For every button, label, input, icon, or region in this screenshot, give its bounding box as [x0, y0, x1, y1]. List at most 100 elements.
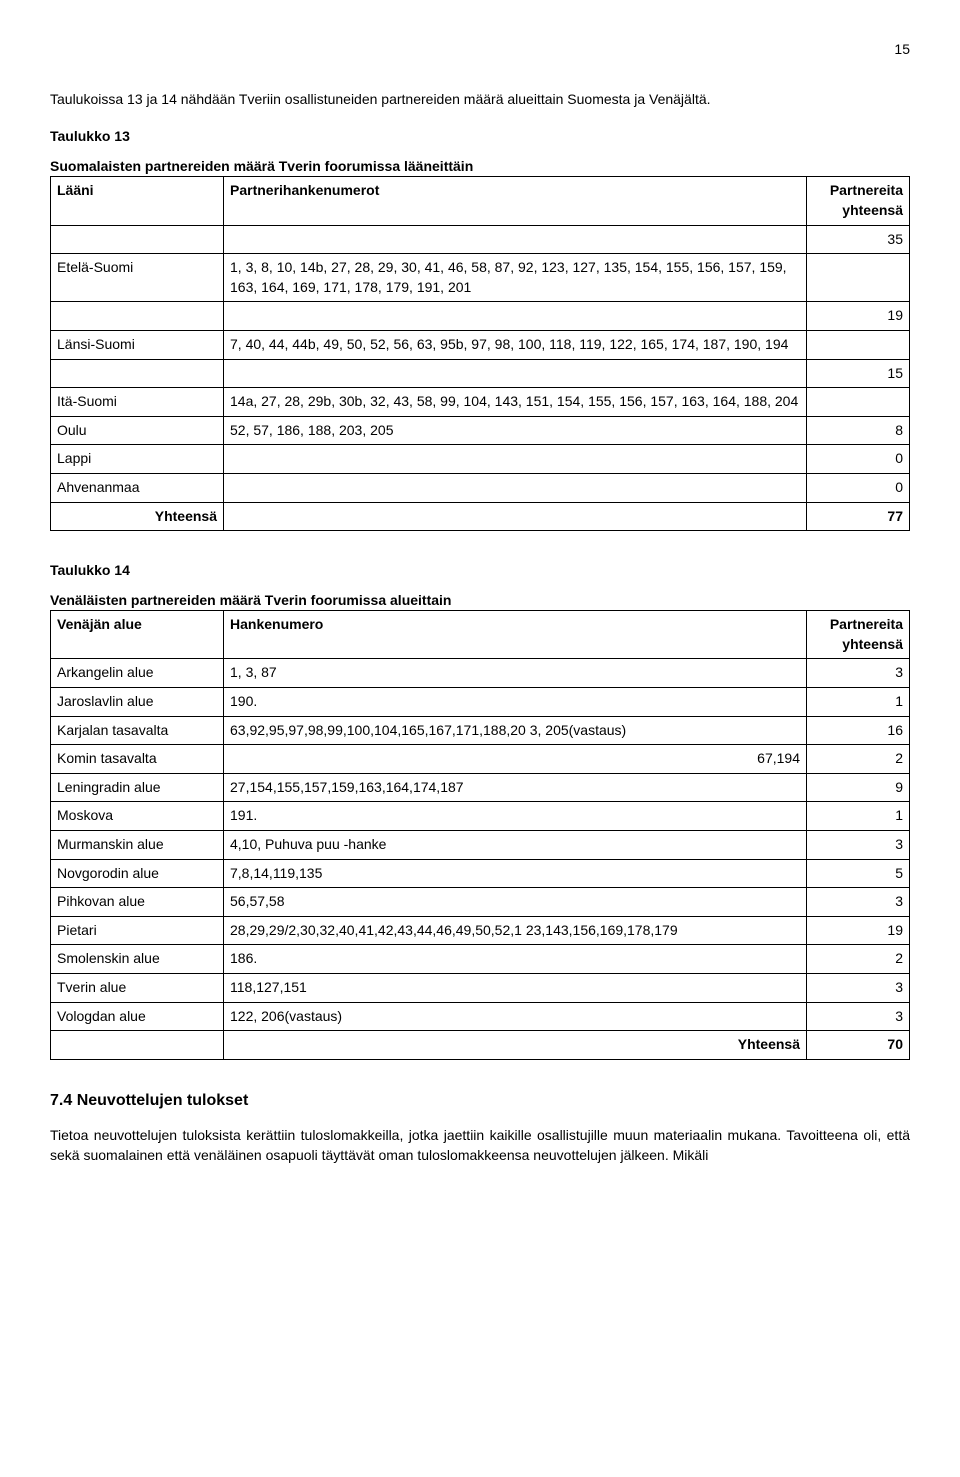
- table-row: Vologdan alue122, 206(vastaus)3: [51, 1002, 910, 1031]
- table-row: Pihkovan alue56,57,583: [51, 888, 910, 917]
- cell-count: 3: [807, 659, 910, 688]
- cell-label: Itä-Suomi: [51, 388, 224, 417]
- cell-label: Karjalan tasavalta: [51, 716, 224, 745]
- cell-count: 3: [807, 831, 910, 860]
- cell-hanke: [224, 359, 807, 388]
- table13-col1-header: Lääni: [51, 177, 224, 225]
- cell-count: 9: [807, 773, 910, 802]
- table14: Venäjän alue Hankenumero Partnereita yht…: [50, 610, 910, 1060]
- cell-count: 0: [807, 445, 910, 474]
- cell-count: 3: [807, 974, 910, 1003]
- cell-hanke: 190.: [224, 688, 807, 717]
- cell-hanke: 7,8,14,119,135: [224, 859, 807, 888]
- table-row: Tverin alue118,127,1513: [51, 974, 910, 1003]
- table-row: Pietari28,29,29/2,30,32,40,41,42,43,44,4…: [51, 916, 910, 945]
- table-row: Leningradin alue27,154,155,157,159,163,1…: [51, 773, 910, 802]
- cell-label: Komin tasavalta: [51, 745, 224, 774]
- cell-hanke: 7, 40, 44, 44b, 49, 50, 52, 56, 63, 95b,…: [224, 330, 807, 359]
- table13-total-label: Yhteensä: [51, 502, 224, 531]
- cell-count: 35: [807, 225, 910, 254]
- table-row: Yhteensä 77: [51, 502, 910, 531]
- cell-label: Murmanskin alue: [51, 831, 224, 860]
- cell-label: [51, 225, 224, 254]
- cell-hanke: 186.: [224, 945, 807, 974]
- table-row: Lappi 0: [51, 445, 910, 474]
- cell-label: Jaroslavlin alue: [51, 688, 224, 717]
- cell-count: 8: [807, 416, 910, 445]
- cell-label: Pihkovan alue: [51, 888, 224, 917]
- table-row: Yhteensä 70: [51, 1031, 910, 1060]
- table13-caption2: Suomalaisten partnereiden määrä Tverin f…: [50, 157, 910, 177]
- cell-label: Länsi-Suomi: [51, 330, 224, 359]
- cell-label: [51, 359, 224, 388]
- table-row: Karjalan tasavalta63,92,95,97,98,99,100,…: [51, 716, 910, 745]
- cell-count: [807, 254, 910, 302]
- table-row: 19: [51, 302, 910, 331]
- cell-label: Oulu: [51, 416, 224, 445]
- table13-col2-header: Partnerihankenumerot: [224, 177, 807, 225]
- table13: Lääni Partnerihankenumerot Partnereita y…: [50, 176, 910, 531]
- table14-col3-header: Partnereita yhteensä: [807, 611, 910, 659]
- cell-count: 19: [807, 916, 910, 945]
- table14-col1-header: Venäjän alue: [51, 611, 224, 659]
- cell-hanke: 191.: [224, 802, 807, 831]
- cell-hanke: 122, 206(vastaus): [224, 1002, 807, 1031]
- cell-label: Etelä-Suomi: [51, 254, 224, 302]
- cell-count: 5: [807, 859, 910, 888]
- page-number: 15: [50, 40, 910, 60]
- table14-total-count: 70: [807, 1031, 910, 1060]
- cell-count: 15: [807, 359, 910, 388]
- table-row: Länsi-Suomi7, 40, 44, 44b, 49, 50, 52, 5…: [51, 330, 910, 359]
- cell-label: [51, 1031, 224, 1060]
- cell-count: 3: [807, 888, 910, 917]
- cell-hanke: 56,57,58: [224, 888, 807, 917]
- cell-label: Pietari: [51, 916, 224, 945]
- cell-hanke: 118,127,151: [224, 974, 807, 1003]
- cell-count: 1: [807, 802, 910, 831]
- cell-hanke: 1, 3, 8, 10, 14b, 27, 28, 29, 30, 41, 46…: [224, 254, 807, 302]
- cell-label: Moskova: [51, 802, 224, 831]
- table13-col3-header: Partnereita yhteensä: [807, 177, 910, 225]
- cell-hanke: 67,194: [224, 745, 807, 774]
- cell-count: 2: [807, 745, 910, 774]
- table-row: Venäjän alue Hankenumero Partnereita yht…: [51, 611, 910, 659]
- table14-total-label: Yhteensä: [224, 1031, 807, 1060]
- table-row: Smolenskin alue186.2: [51, 945, 910, 974]
- table-row: Ahvenanmaa 0: [51, 473, 910, 502]
- table-row: 35: [51, 225, 910, 254]
- table14-col2-header: Hankenumero: [224, 611, 807, 659]
- table-row: 15: [51, 359, 910, 388]
- cell-label: Arkangelin alue: [51, 659, 224, 688]
- table-row: Jaroslavlin alue190.1: [51, 688, 910, 717]
- cell-count: [807, 388, 910, 417]
- cell-hanke: 52, 57, 186, 188, 203, 205: [224, 416, 807, 445]
- table-row: Etelä-Suomi1, 3, 8, 10, 14b, 27, 28, 29,…: [51, 254, 910, 302]
- cell-count: 16: [807, 716, 910, 745]
- table-row: Komin tasavalta67,1942: [51, 745, 910, 774]
- table-row: Novgorodin alue7,8,14,119,1355: [51, 859, 910, 888]
- table13-total-count: 77: [807, 502, 910, 531]
- cell-hanke: [224, 225, 807, 254]
- cell-hanke: 28,29,29/2,30,32,40,41,42,43,44,46,49,50…: [224, 916, 807, 945]
- cell-count: [807, 330, 910, 359]
- cell-label: Ahvenanmaa: [51, 473, 224, 502]
- cell-label: Tverin alue: [51, 974, 224, 1003]
- cell-count: 0: [807, 473, 910, 502]
- cell-count: 2: [807, 945, 910, 974]
- cell-count: 3: [807, 1002, 910, 1031]
- cell-hanke: [224, 302, 807, 331]
- cell-label: Smolenskin alue: [51, 945, 224, 974]
- cell-hanke: 63,92,95,97,98,99,100,104,165,167,171,18…: [224, 716, 807, 745]
- cell-hanke: 4,10, Puhuva puu -hanke: [224, 831, 807, 860]
- intro-paragraph: Taulukoissa 13 ja 14 nähdään Tveriin osa…: [50, 90, 910, 110]
- cell-hanke: 1, 3, 87: [224, 659, 807, 688]
- cell-hanke: [224, 445, 807, 474]
- cell-label: Vologdan alue: [51, 1002, 224, 1031]
- cell-hanke: [224, 502, 807, 531]
- cell-hanke: 27,154,155,157,159,163,164,174,187: [224, 773, 807, 802]
- table14-caption2: Venäläisten partnereiden määrä Tverin fo…: [50, 591, 910, 611]
- table14-caption1: Taulukko 14: [50, 561, 910, 581]
- table13-caption1: Taulukko 13: [50, 127, 910, 147]
- table-row: Itä-Suomi14a, 27, 28, 29b, 30b, 32, 43, …: [51, 388, 910, 417]
- cell-label: Lappi: [51, 445, 224, 474]
